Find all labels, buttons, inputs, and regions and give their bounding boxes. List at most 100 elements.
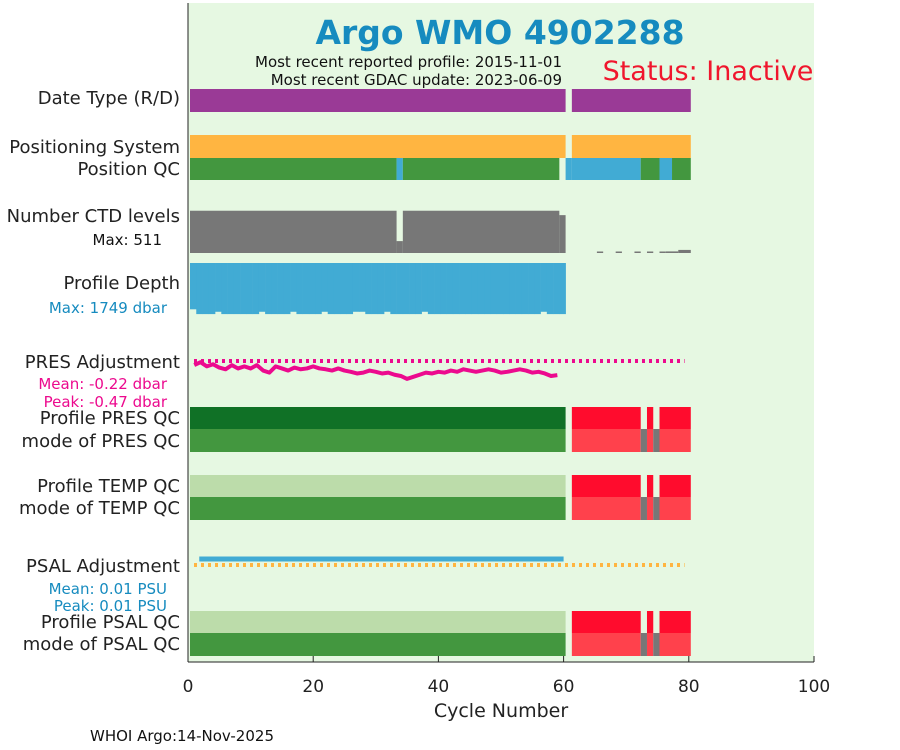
profile-depth-bar bbox=[190, 263, 197, 310]
profile-depth-bar bbox=[265, 263, 272, 315]
profile-depth-bar bbox=[365, 263, 372, 315]
ctd-max-label: Max: 511 bbox=[93, 231, 162, 249]
qc-segment-mode-psal-qc bbox=[190, 633, 566, 656]
ctd-level-bar bbox=[615, 251, 622, 253]
qc-segment-profile-psal-qc bbox=[190, 611, 566, 633]
footer-text: WHOI Argo:14-Nov-2025 bbox=[90, 727, 274, 745]
ctd-level-bar bbox=[402, 210, 560, 253]
profile-depth-bar bbox=[233, 263, 241, 315]
profile-depth-bar bbox=[302, 263, 310, 315]
profile-depth-bar bbox=[202, 263, 210, 315]
qc-segment-mode-temp-qc bbox=[659, 497, 691, 520]
profile-depth-bar bbox=[515, 263, 523, 315]
qc-segment-position-qc bbox=[190, 158, 397, 180]
profile-depth-bar bbox=[409, 263, 416, 315]
qc-segment-profile-pres-qc bbox=[190, 407, 566, 429]
profile-depth-bar bbox=[521, 263, 529, 315]
profile-depth-bar bbox=[333, 263, 341, 315]
depth-max-label: Max: 1749 dbar bbox=[49, 299, 168, 317]
ctd-level-bar bbox=[559, 215, 566, 253]
profile-depth-bar bbox=[196, 263, 203, 315]
x-tick-label: 100 bbox=[798, 677, 830, 697]
profile-depth-bar bbox=[484, 263, 491, 315]
chart-title: Argo WMO 4902288 bbox=[315, 13, 684, 52]
profile-depth-bar bbox=[315, 263, 322, 315]
row-label-profile-psal-qc: Profile PSAL QC bbox=[41, 612, 180, 633]
row-label-position-qc: Position QC bbox=[77, 159, 180, 180]
profile-depth-bar bbox=[402, 263, 410, 315]
profile-depth-bar bbox=[465, 263, 472, 315]
profile-depth-bar bbox=[371, 263, 379, 315]
ctd-level-bar bbox=[665, 251, 679, 253]
profile-depth-bar bbox=[258, 263, 266, 312]
psal-peak-label: Peak: 0.01 PSU bbox=[54, 597, 167, 615]
row-label-profile-temp-qc: Profile TEMP QC bbox=[37, 476, 180, 497]
qc-segment-positioning bbox=[571, 135, 691, 158]
data-bars bbox=[190, 89, 691, 656]
qc-segment-mode-psal-qc bbox=[653, 633, 660, 656]
pres-adjustment-series bbox=[193, 360, 558, 381]
profile-depth-bar bbox=[377, 263, 385, 315]
qc-segment-profile-temp-qc bbox=[190, 475, 566, 497]
profile-depth-bar bbox=[346, 263, 354, 315]
profile-depth-bar bbox=[477, 263, 485, 315]
qc-segment-profile-psal-qc bbox=[646, 611, 654, 633]
profile-depth-bar bbox=[215, 263, 222, 312]
qc-segment-position-qc bbox=[402, 158, 560, 180]
row-label-profile-pres-qc: Profile PRES QC bbox=[40, 408, 180, 429]
x-tick-label: 0 bbox=[183, 677, 194, 697]
qc-segment-position-qc bbox=[571, 158, 641, 180]
qc-segment-profile-psal-qc bbox=[571, 611, 641, 633]
profile-depth-bar bbox=[246, 263, 253, 315]
profile-depth-bar bbox=[384, 263, 391, 312]
profile-depth-bar bbox=[390, 263, 397, 315]
qc-segment-profile-temp-qc bbox=[571, 475, 641, 497]
status-text: Status: Inactive bbox=[603, 56, 814, 87]
profile-depth-bar bbox=[252, 263, 260, 315]
psal-mean-label: Mean: 0.01 PSU bbox=[49, 580, 167, 598]
profile-depth-bar bbox=[559, 263, 566, 315]
x-tick-label: 60 bbox=[553, 677, 575, 697]
profile-depth-bar bbox=[546, 263, 554, 315]
ctd-level-bar bbox=[396, 241, 403, 253]
qc-segment-profile-pres-qc bbox=[571, 407, 641, 429]
profile-depth-bar bbox=[496, 263, 504, 315]
row-label-ctd-levels: Number CTD levels bbox=[7, 206, 180, 227]
profile-depth-bar bbox=[509, 263, 516, 315]
profile-depth-bar bbox=[490, 263, 498, 315]
profile-depth-bar bbox=[308, 263, 316, 315]
qc-segment-position-qc bbox=[659, 158, 673, 180]
qc-segment-profile-pres-qc bbox=[646, 407, 654, 429]
profile-depth-bar bbox=[271, 263, 278, 315]
x-axis-label: Cycle Number bbox=[434, 700, 568, 722]
profile-depth-bar bbox=[327, 263, 335, 315]
x-tick-label: 80 bbox=[678, 677, 700, 697]
profile-depth-bar bbox=[352, 263, 360, 312]
qc-segment-data-type bbox=[190, 89, 566, 112]
axes: 0 20 40 60 80 100 bbox=[183, 3, 830, 697]
profile-depth-bar bbox=[240, 263, 247, 315]
qc-segment-profile-pres-qc bbox=[659, 407, 691, 429]
qc-segment-profile-temp-qc bbox=[659, 475, 691, 497]
profile-depth-bar bbox=[277, 263, 285, 315]
profile-depth-bar bbox=[421, 263, 429, 312]
recent-update-text: Most recent GDAC update: 2023-06-09 bbox=[271, 71, 562, 89]
qc-segment-mode-temp-qc bbox=[646, 497, 654, 520]
profile-depth-bar bbox=[440, 263, 447, 315]
profile-depth-bar bbox=[227, 263, 235, 315]
profile-depth-bar bbox=[534, 263, 541, 315]
profile-depth-bar bbox=[446, 263, 454, 315]
profile-depth-bar bbox=[208, 263, 216, 315]
qc-segment-mode-temp-qc bbox=[653, 497, 660, 520]
ctd-level-bar bbox=[596, 251, 604, 253]
row-label-mode-pres-qc: mode of PRES QC bbox=[22, 431, 180, 452]
qc-segment-mode-psal-qc bbox=[571, 633, 641, 656]
ctd-level-bar bbox=[659, 251, 666, 253]
qc-segment-mode-pres-qc bbox=[653, 429, 660, 452]
qc-segment-positioning bbox=[190, 135, 566, 158]
qc-segment-mode-temp-qc bbox=[571, 497, 641, 520]
qc-segment-position-qc bbox=[396, 158, 403, 180]
profile-depth-bar bbox=[540, 263, 548, 312]
profile-depth-bar bbox=[296, 263, 303, 315]
qc-segment-mode-pres-qc bbox=[190, 429, 566, 452]
